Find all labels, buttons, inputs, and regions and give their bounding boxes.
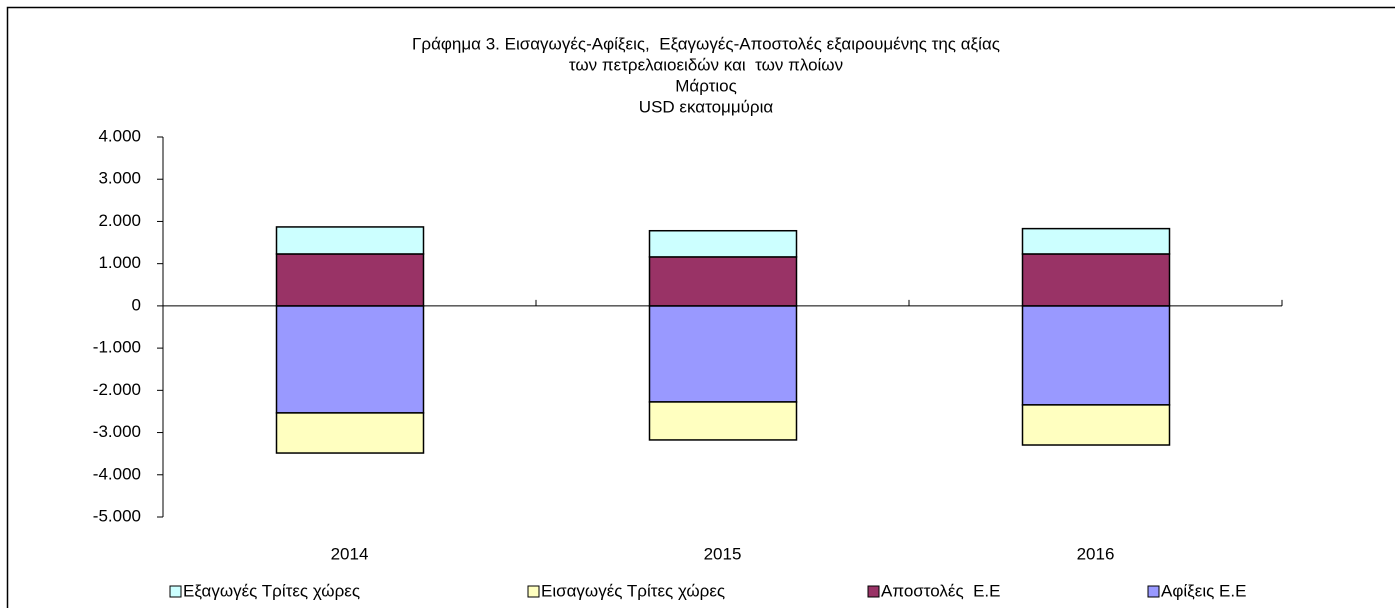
y-tick-label: -5.000 (93, 506, 141, 525)
y-tick-label: 4.000 (98, 126, 141, 145)
legend-swatch (527, 585, 540, 598)
bar-segment (275, 412, 425, 454)
bar-segment (648, 401, 798, 441)
bar-segment (275, 305, 425, 414)
y-tick-label: 1.000 (98, 253, 141, 272)
bar-segment (1021, 305, 1171, 406)
bar-segment (1021, 227, 1171, 255)
chart-title: Μάρτιος (675, 76, 737, 95)
chart-title: USD εκατομμύρια (639, 97, 774, 116)
legend-label: Εξαγωγές Τρίτες χώρες (183, 581, 360, 600)
legend-swatch (867, 585, 880, 598)
bar-segment (275, 226, 425, 255)
legend-swatch (169, 585, 182, 598)
x-tick-label: 2016 (1077, 544, 1115, 563)
bar-segment (648, 305, 798, 403)
y-tick-label: -3.000 (93, 422, 141, 441)
y-tick-label: 2.000 (98, 211, 141, 230)
y-tick-label: 0 (132, 295, 141, 314)
chart-title: Γράφημα 3. Εισαγωγές-Αφίξεις, Εξαγωγές-Α… (412, 34, 1000, 53)
legend-label: Αποστολές Ε.Ε (881, 581, 1001, 600)
y-tick-label: -2.000 (93, 380, 141, 399)
bar-segment (648, 256, 798, 307)
y-tick-label: -1.000 (93, 338, 141, 357)
y-tick-label: 3.000 (98, 169, 141, 188)
bar-segment (648, 229, 798, 258)
x-tick-label: 2015 (704, 544, 742, 563)
bar-segment (275, 253, 425, 307)
legend-swatch (1147, 585, 1160, 598)
chart-title: των πετρελαιοειδών και των πλοίων (569, 55, 843, 74)
bar-segment (1021, 253, 1171, 307)
x-tick-label: 2014 (331, 544, 369, 563)
y-tick-label: -4.000 (93, 464, 141, 483)
legend-label: Εισαγωγές Τρίτες χώρες (541, 581, 725, 600)
bar-segment (1021, 404, 1171, 446)
legend-label: Αφίξεις Ε.Ε (1161, 581, 1246, 600)
